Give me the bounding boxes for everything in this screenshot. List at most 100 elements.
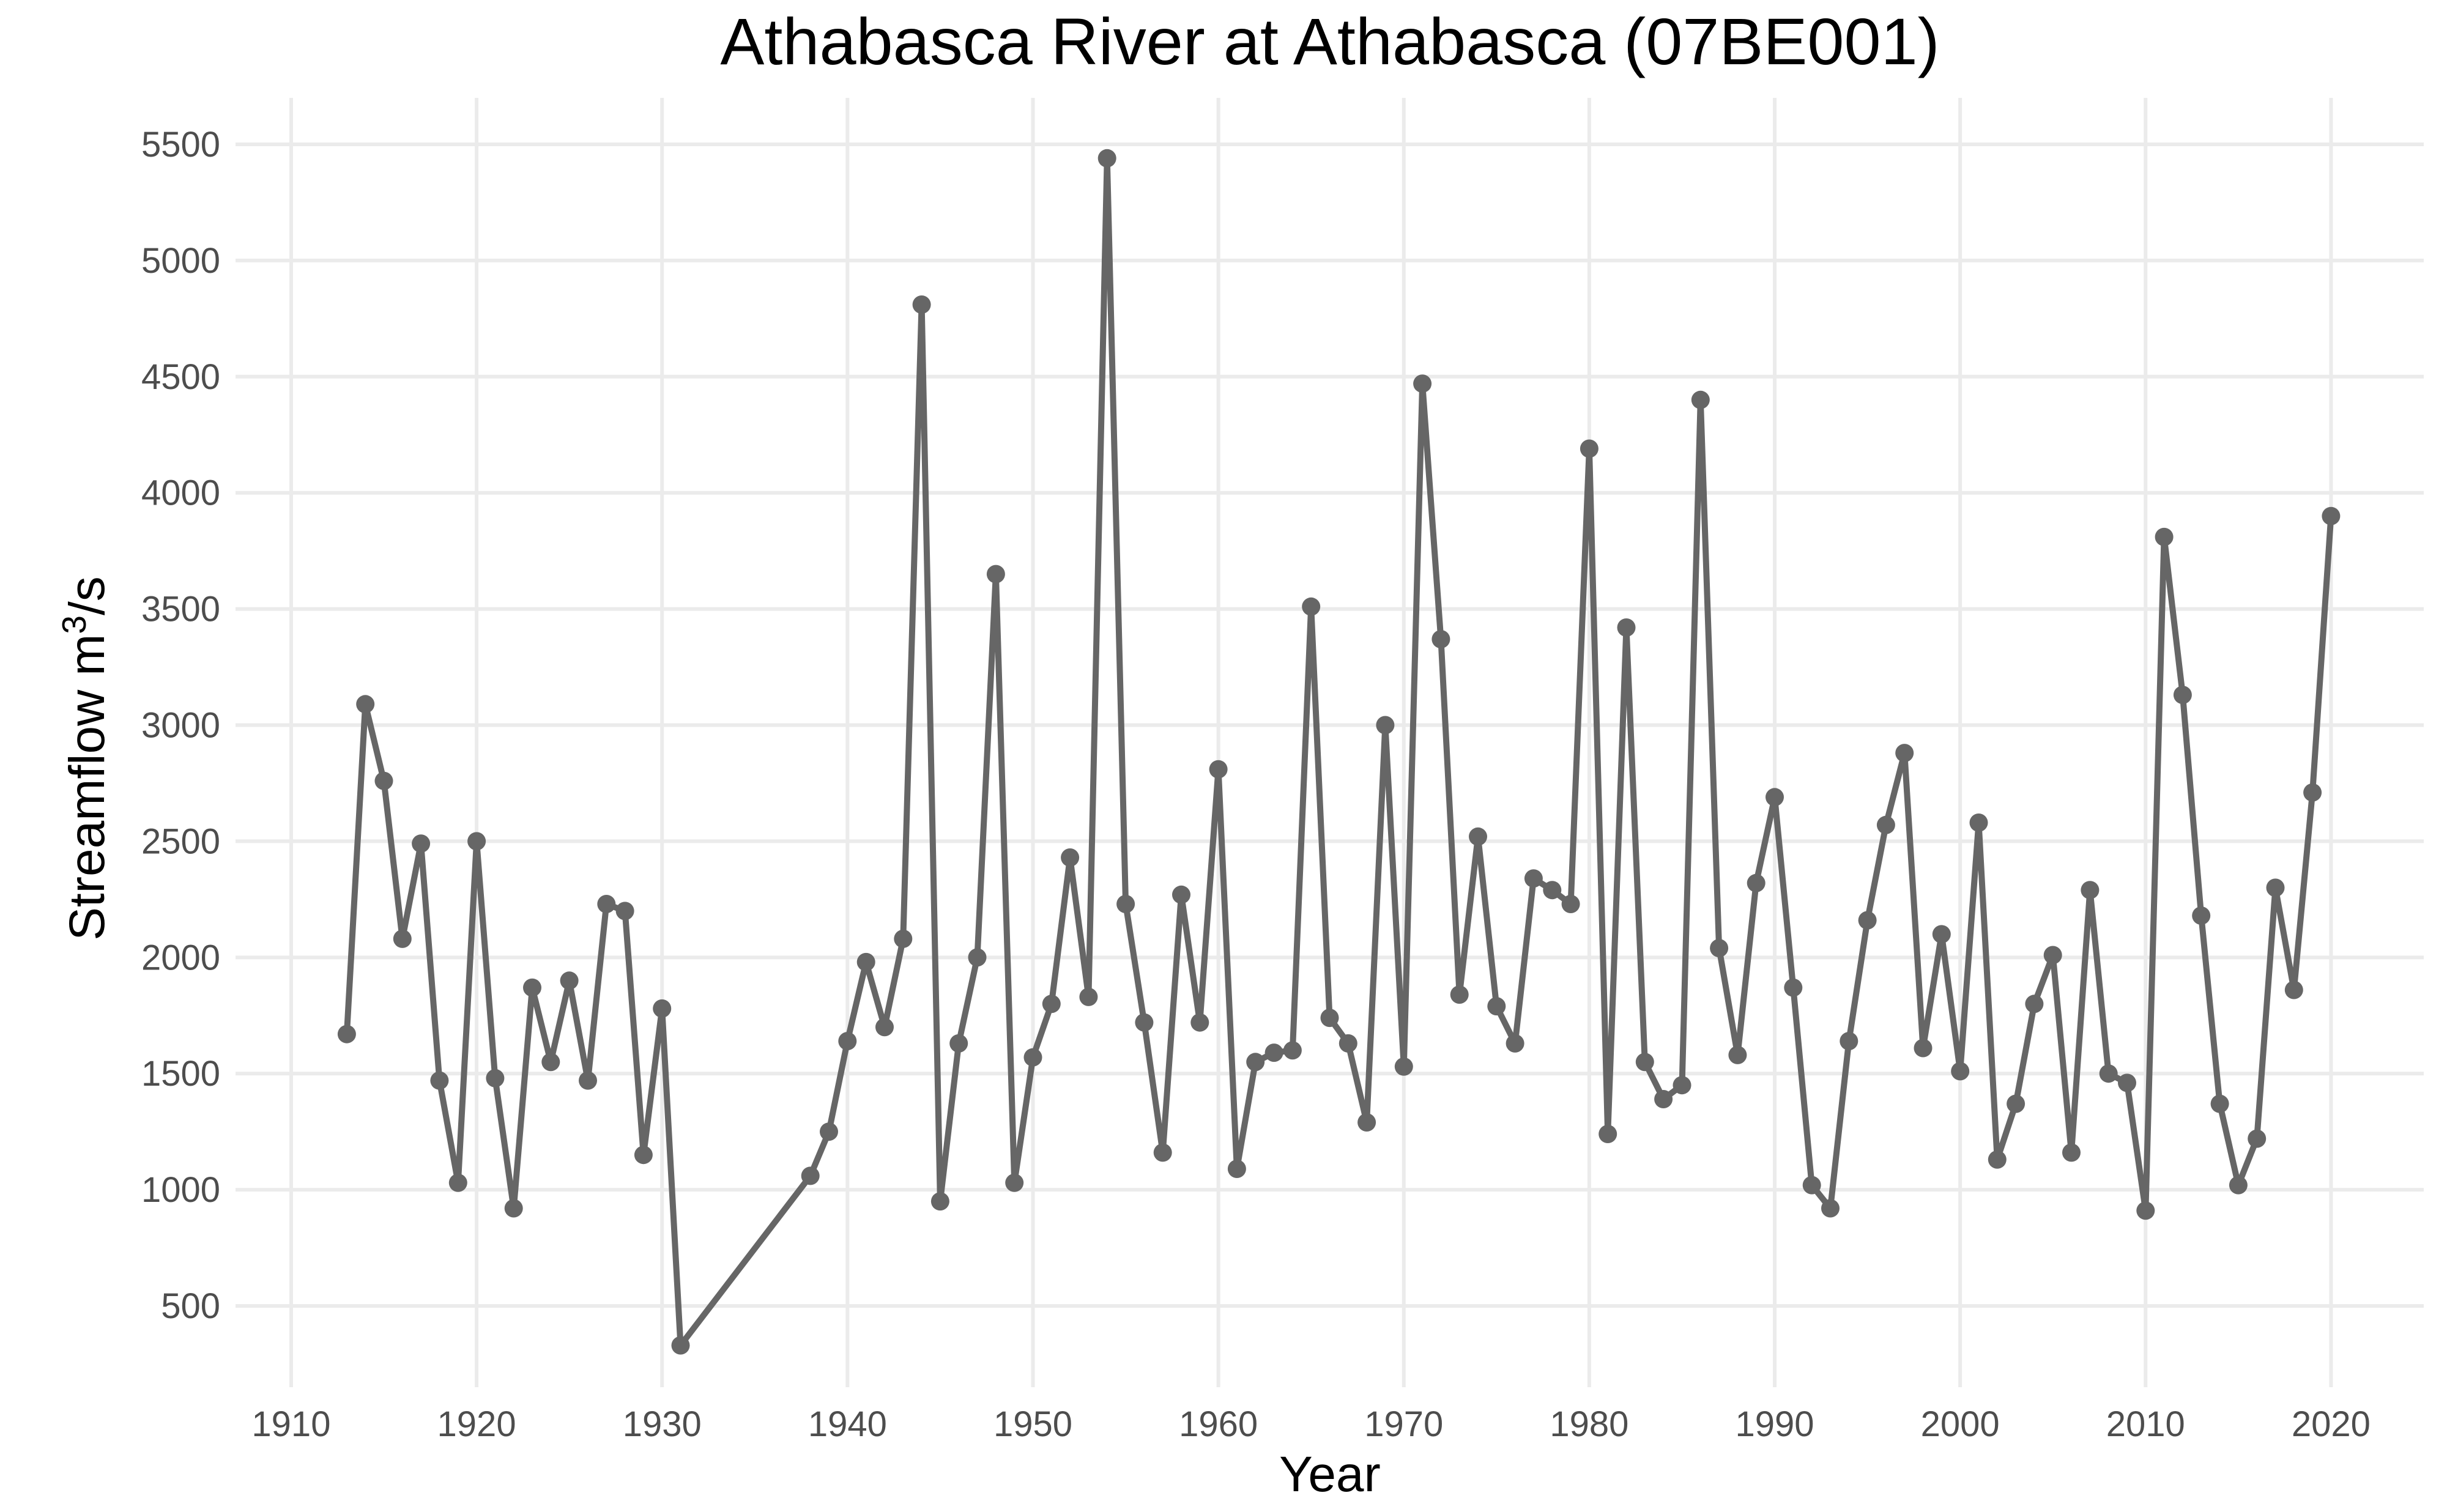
data-point <box>1524 869 1543 888</box>
data-point <box>2025 995 2044 1014</box>
data-point <box>1784 978 1803 997</box>
data-point <box>1450 985 1469 1004</box>
x-tick-label: 1990 <box>1736 1404 1814 1444</box>
data-point <box>1153 1143 1172 1162</box>
y-tick-label: 2500 <box>141 821 220 861</box>
data-point <box>1135 1013 1154 1032</box>
data-point <box>1394 1057 1413 1076</box>
data-point <box>541 1053 560 1072</box>
y-tick-label: 5500 <box>141 125 220 165</box>
data-point <box>2322 506 2341 525</box>
y-tick-label: 4500 <box>141 357 220 397</box>
y-tick-label: 5000 <box>141 241 220 281</box>
data-point <box>504 1199 523 1218</box>
data-point <box>1264 1043 1283 1062</box>
x-tick-label: 1920 <box>437 1404 516 1444</box>
data-point <box>1617 618 1636 637</box>
y-tick-label: 500 <box>161 1286 220 1326</box>
data-point <box>1097 149 1116 168</box>
data-point <box>374 771 393 790</box>
data-point <box>412 834 431 853</box>
data-point <box>1339 1034 1357 1053</box>
x-tick-label: 1930 <box>623 1404 702 1444</box>
data-point <box>2210 1094 2229 1113</box>
y-tick-label: 3500 <box>141 590 220 629</box>
data-point <box>1023 1048 1042 1067</box>
y-tick-label: 3000 <box>141 706 220 746</box>
axis-tick-labels: 1910 1920 1930 1940 1950 1960 1970 1980 1990 2000… <box>141 125 2371 1444</box>
data-point <box>1988 1150 2007 1169</box>
y-tick-label: 4000 <box>141 473 220 513</box>
data-point <box>560 971 579 990</box>
y-tick-label: 2000 <box>141 938 220 977</box>
y-axis-title-main: Streamflow m <box>59 634 115 941</box>
data-point <box>1302 597 1321 616</box>
data-point <box>579 1071 597 1090</box>
series-layer <box>337 149 2341 1355</box>
data-point <box>1876 815 1895 834</box>
data-point <box>430 1071 449 1090</box>
data-point <box>2192 906 2211 925</box>
data-point <box>1506 1034 1524 1053</box>
data-point <box>1969 813 1988 832</box>
x-tick-label: 1950 <box>993 1404 1072 1444</box>
data-point <box>968 948 987 967</box>
data-point <box>1580 439 1599 458</box>
data-point <box>1635 1053 1654 1072</box>
data-point <box>1747 873 1766 892</box>
data-point <box>1728 1045 1747 1064</box>
data-point <box>2099 1064 2118 1083</box>
data-point <box>1376 716 1395 735</box>
series-line <box>343 155 2334 1349</box>
y-axis-title: Streamflow m3/s <box>55 576 115 941</box>
data-point <box>2062 1143 2081 1162</box>
data-point <box>393 929 412 948</box>
data-point <box>467 832 486 851</box>
data-point <box>1691 390 1710 409</box>
data-point <box>1246 1053 1265 1072</box>
data-point <box>597 895 616 913</box>
data-point <box>523 978 541 997</box>
data-point <box>337 1025 356 1043</box>
y-axis-title-superscript: 3 <box>55 615 93 634</box>
x-tick-label: 1910 <box>251 1404 330 1444</box>
x-tick-label: 1960 <box>1179 1404 1258 1444</box>
data-point <box>1116 895 1135 913</box>
data-point <box>894 929 913 948</box>
data-point <box>2007 1094 2026 1113</box>
y-tick-label: 1500 <box>141 1054 220 1094</box>
data-point <box>875 1018 894 1037</box>
data-point <box>2155 527 2174 546</box>
grid-lines <box>236 98 2424 1387</box>
data-point <box>1858 911 1877 930</box>
data-point <box>1209 760 1228 779</box>
data-point <box>1079 987 1098 1006</box>
data-point <box>2118 1073 2136 1092</box>
data-point <box>1357 1113 1376 1132</box>
data-point <box>671 1336 690 1355</box>
data-point <box>1190 1013 1209 1032</box>
x-tick-label: 1970 <box>1364 1404 1443 1444</box>
data-point <box>1840 1032 1858 1051</box>
data-point <box>448 1173 467 1192</box>
data-point <box>856 952 875 971</box>
data-point <box>1005 1173 1024 1192</box>
data-point <box>486 1069 505 1088</box>
data-point <box>1487 997 1506 1016</box>
data-point <box>2081 881 2100 900</box>
data-point <box>1710 939 1729 958</box>
data-point <box>1766 788 1784 807</box>
data-point <box>2284 980 2303 999</box>
data-point <box>653 999 672 1018</box>
data-point <box>2303 783 2322 802</box>
x-tick-label: 1940 <box>808 1404 887 1444</box>
data-point <box>1802 1176 1821 1195</box>
y-axis-title-suffix: /s <box>59 576 115 615</box>
x-tick-label: 2000 <box>1921 1404 2000 1444</box>
data-point <box>1932 925 1951 944</box>
data-point <box>634 1146 653 1165</box>
data-point <box>1320 1009 1339 1028</box>
data-point <box>1431 630 1450 648</box>
